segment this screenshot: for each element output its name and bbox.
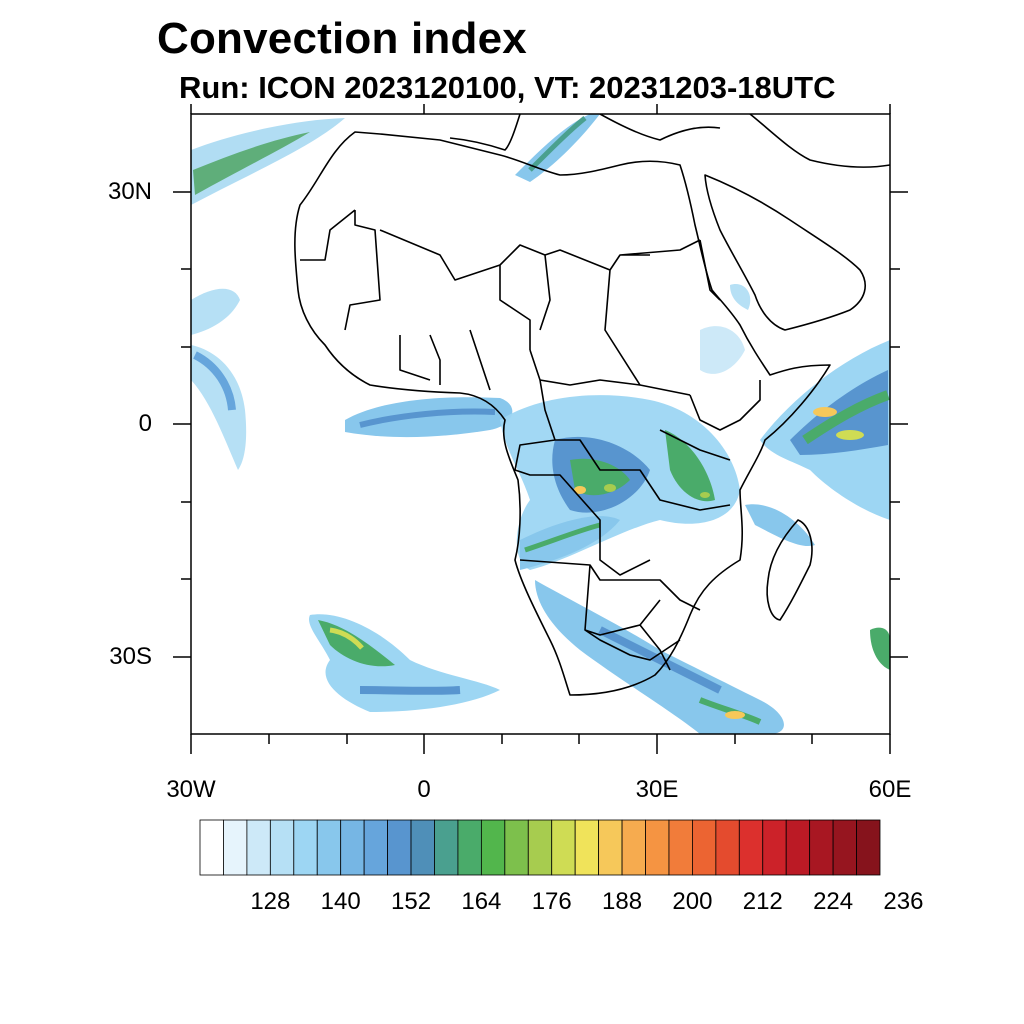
shade-west-atlantic-2 bbox=[191, 345, 247, 470]
colorbar-box bbox=[223, 819, 248, 876]
lat-label-30s: 30S bbox=[109, 643, 152, 670]
colorbar-box bbox=[434, 819, 459, 876]
colorbar-box bbox=[340, 819, 365, 876]
colorbar-box bbox=[856, 819, 881, 876]
colorbar-label: 152 bbox=[391, 888, 432, 915]
colorbar-label: 212 bbox=[742, 888, 783, 915]
plot-title: Convection index bbox=[157, 14, 527, 63]
colorbar-label: 236 bbox=[883, 888, 924, 915]
colorbar-box bbox=[715, 819, 740, 876]
lon-label-30w: 30W bbox=[166, 776, 216, 803]
lat-label-30n: 30N bbox=[107, 178, 152, 205]
colorbar-box bbox=[504, 819, 529, 876]
colorbar-box bbox=[668, 819, 693, 876]
border-1 bbox=[300, 209, 721, 396]
shade-atlantic-north-core bbox=[193, 132, 310, 195]
colorbar-box bbox=[387, 819, 412, 876]
shade-mozambique bbox=[745, 504, 815, 546]
colorbar-label: 140 bbox=[320, 888, 361, 915]
colorbar-label: 128 bbox=[250, 888, 291, 915]
shade-angola bbox=[520, 516, 620, 570]
colorbar-box bbox=[598, 819, 623, 876]
colorbar-box bbox=[316, 819, 342, 876]
colorbar-label: 224 bbox=[813, 888, 854, 915]
border-2 bbox=[399, 329, 761, 576]
lon-label-60e: 60E bbox=[868, 776, 912, 803]
colorbar-box bbox=[480, 819, 506, 876]
plot-subtitle: Run: ICON 2023120100, VT: 20231203-18UTC bbox=[179, 70, 836, 105]
colorbar-box bbox=[692, 819, 717, 876]
africa-coastline bbox=[294, 131, 831, 696]
colorbar-box bbox=[574, 819, 600, 876]
convection-shading bbox=[191, 114, 890, 734]
colorbar-box bbox=[738, 819, 764, 876]
colorbar-label: 176 bbox=[531, 888, 572, 915]
colorbar-box bbox=[269, 819, 295, 876]
europe-coast bbox=[449, 114, 890, 168]
colorbar-box bbox=[457, 819, 482, 876]
colorbar bbox=[199, 819, 881, 876]
coastlines bbox=[294, 114, 890, 696]
colorbar-box bbox=[809, 819, 834, 876]
colorbar-box bbox=[785, 819, 811, 876]
shade-west-atlantic bbox=[191, 288, 240, 335]
colorbar-box bbox=[527, 819, 553, 876]
lat-label-0: 0 bbox=[138, 410, 152, 437]
shade-ethiopia bbox=[700, 326, 745, 374]
border-3 bbox=[519, 559, 701, 671]
axis-ticks bbox=[173, 104, 908, 754]
shade-atlantic-north bbox=[191, 118, 345, 205]
colorbar-box bbox=[762, 819, 787, 876]
lon-label-30e: 30E bbox=[635, 776, 679, 803]
colorbar-box bbox=[645, 819, 670, 876]
shade-southeast-corner bbox=[870, 627, 890, 670]
colorbar-box bbox=[832, 819, 857, 876]
colorbar-label: 188 bbox=[602, 888, 643, 915]
colorbar-label: 164 bbox=[461, 888, 502, 915]
colorbar-box bbox=[293, 819, 318, 876]
colorbar-box bbox=[410, 819, 435, 876]
colorbar-box bbox=[199, 819, 224, 876]
colorbar-box bbox=[621, 819, 646, 876]
lon-label-0: 0 bbox=[417, 776, 431, 803]
colorbar-box bbox=[551, 819, 576, 876]
colorbar-label: 200 bbox=[672, 888, 713, 915]
colorbar-box bbox=[246, 819, 271, 876]
madagascar bbox=[766, 519, 813, 621]
shade-gulf-guinea bbox=[345, 397, 513, 438]
arabian-peninsula bbox=[704, 174, 866, 331]
colorbar-box bbox=[363, 819, 388, 876]
